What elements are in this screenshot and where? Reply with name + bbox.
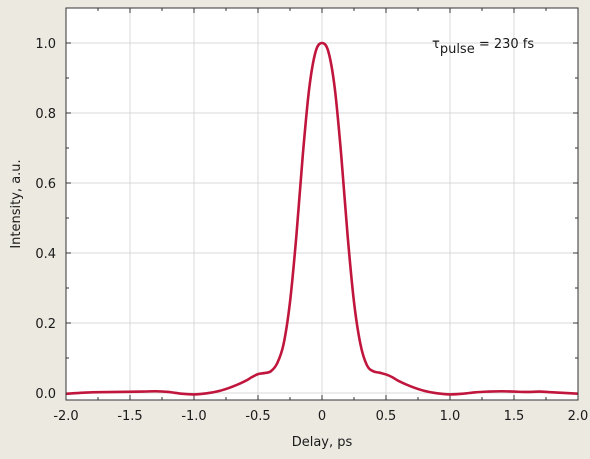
tau-symbol: τ [432,37,440,52]
pulse-duration-annotation: τpulse = 230 fs [432,37,534,57]
y-axis-label: Intensity, a.u. [9,159,24,248]
y-tick-label: 0.6 [35,177,56,192]
annotation-value: = 230 fs [475,37,535,52]
y-tick-label: 0.8 [35,107,56,122]
y-tick-label: 0.2 [35,317,56,332]
intensity-line [65,41,579,396]
x-axis-label: Delay, ps [292,435,353,450]
plot-frame [65,7,579,401]
x-tick-label: -0.5 [245,409,270,424]
x-tick-label: 0.5 [376,409,397,424]
x-tick-label: -2.0 [53,409,78,424]
y-tick-labels: 0.0 0.2 0.4 0.6 0.8 1.0 [35,37,56,402]
y-tick-label: 0.4 [35,247,56,262]
series-layer [65,41,579,396]
grid [66,8,578,400]
tau-subscript: pulse [440,42,475,57]
x-tick-label: 2.0 [568,409,589,424]
x-tick-label: 0 [318,409,326,424]
x-tick-label: -1.0 [181,409,206,424]
y-tick-label: 1.0 [35,37,56,52]
x-tick-label: -1.5 [117,409,142,424]
x-tick-label: 1.5 [504,409,525,424]
x-tick-labels: -2.0 -1.5 -1.0 -0.5 0 0.5 1.0 1.5 2.0 [53,409,588,424]
x-tick-label: 1.0 [440,409,461,424]
y-tick-label: 0.0 [35,387,56,402]
